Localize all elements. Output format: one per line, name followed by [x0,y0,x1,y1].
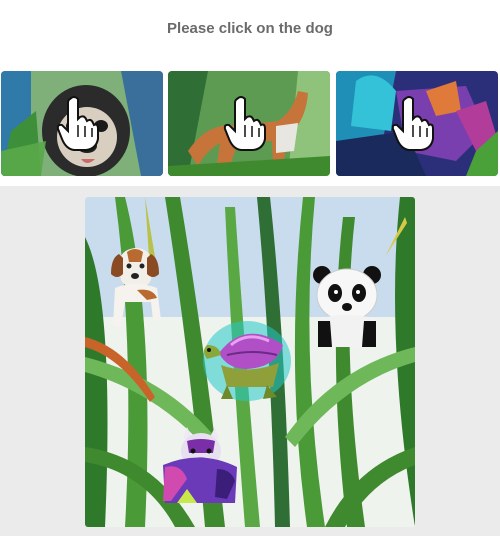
beagle-dog-image [111,248,161,326]
board-animal-cow[interactable] [157,419,243,509]
hand-pointer-icon [56,96,99,151]
example-image-3 [336,71,498,176]
captcha-panel [0,186,500,536]
board-animal-turtle[interactable] [197,315,293,407]
hand-pointer-icon [223,96,266,151]
captcha-board[interactable] [85,197,415,527]
example-image-2 [168,71,330,176]
board-animal-dog[interactable] [97,240,175,332]
hand-pointer-icon [391,96,434,151]
captcha-instruction: Please click on the dog [167,20,333,37]
cow-image [163,427,237,503]
panda-image [313,266,381,347]
board-animal-panda[interactable] [310,263,384,349]
turtle-image [203,321,291,401]
example-image-1 [1,71,163,176]
